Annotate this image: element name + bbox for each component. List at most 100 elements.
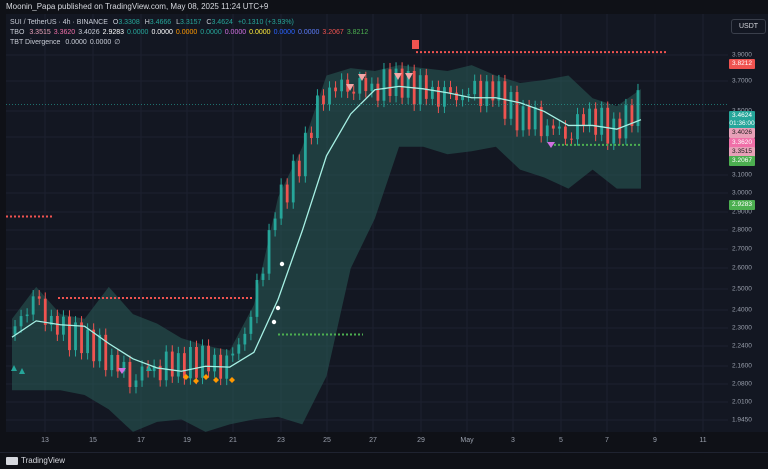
legend-symbol[interactable]: SUI / TetherUS · 4h · BINANCE: [10, 19, 108, 26]
tradingview-logo[interactable]: TradingView: [6, 456, 65, 466]
candle-body: [297, 160, 301, 177]
legend-tbt-row[interactable]: TBT Divergence 0.0000 0.0000 ∅: [10, 38, 123, 47]
candle-body: [303, 132, 307, 177]
y-tick-label: 2.5000: [732, 285, 752, 293]
y-tick-label: 3.1000: [732, 171, 752, 179]
candle-body: [128, 361, 132, 387]
price-tag: 3.2067: [729, 156, 755, 166]
y-tick-label: 2.4000: [732, 306, 752, 314]
buy-signal-marker: [146, 365, 152, 371]
tradingview-logo-icon: [6, 456, 18, 465]
legend-tbo-value: 3.2067: [322, 29, 344, 36]
legend-tbt-value: ∅: [114, 39, 121, 46]
candle-body: [213, 354, 217, 372]
candle-body: [255, 279, 259, 317]
legend-tbo-value: 0.0000: [127, 29, 149, 36]
legend-close: 3.4624: [211, 19, 233, 26]
legend-open-label: O: [112, 19, 119, 26]
candle-body: [176, 353, 180, 377]
candle-body: [68, 316, 71, 351]
sell-signal-marker: [394, 73, 402, 80]
dot-marker: [271, 319, 277, 325]
candle-body: [279, 184, 283, 219]
footer-brand: TradingView: [21, 456, 66, 465]
legend-tbo-value: 0.0000: [273, 29, 295, 36]
candle-body: [182, 353, 186, 379]
candle-body: [249, 316, 253, 334]
buy-signal-marker: [11, 365, 17, 371]
candle-body: [364, 78, 368, 92]
y-tick-label: 1.9450: [732, 416, 752, 424]
divergence-marker: [229, 377, 235, 383]
x-tick-label: 3: [511, 437, 515, 444]
candle-body: [557, 126, 561, 129]
x-tick-label: 17: [137, 437, 145, 444]
x-tick-label: 7: [605, 437, 609, 444]
candle-body: [630, 105, 634, 127]
candle-body: [563, 126, 567, 139]
candle-body: [285, 184, 289, 203]
legend-tbo-value: 0.0000: [175, 29, 198, 36]
candle-body: [164, 351, 168, 381]
legend-tbo-value: 3.3515: [29, 29, 51, 36]
candle-body: [400, 68, 404, 98]
legend-tbt-value: 0.0000: [65, 39, 87, 46]
candle-body: [334, 87, 337, 92]
candle-body: [515, 92, 519, 131]
candle-body: [134, 380, 138, 387]
candle-body: [485, 81, 489, 106]
x-tick-label: 23: [277, 437, 285, 444]
price-axis[interactable]: [728, 14, 768, 432]
legend-tbo-value: 0.0000: [200, 29, 222, 36]
y-tick-label: 2.3000: [732, 324, 752, 332]
candle-body: [588, 108, 591, 126]
candle-body: [539, 107, 543, 137]
candle-body: [19, 316, 23, 327]
candle-body: [473, 80, 477, 95]
candle-body: [636, 90, 640, 127]
legend-tbo-row[interactable]: TBO 3.3515 3.3620 3.4026 2.9283 0.0000 0.0000…: [10, 28, 371, 37]
candle-body: [25, 314, 29, 317]
candle-body: [110, 354, 114, 371]
candle-body: [237, 344, 241, 354]
sell-signal-marker: [405, 73, 413, 80]
candle-body: [316, 95, 319, 138]
candle-body: [158, 365, 162, 381]
candle-body: [382, 69, 386, 101]
candle-body: [195, 346, 198, 378]
legend-tbo-value: 3.4026: [78, 29, 100, 36]
candle-body: [170, 351, 174, 377]
candle-body: [231, 353, 235, 356]
candle-body: [455, 92, 458, 101]
x-tick-label: 15: [89, 437, 97, 444]
candle-body: [340, 79, 344, 92]
cloud-band: [12, 65, 641, 432]
top-signal-marker: [412, 40, 419, 49]
candle-body: [328, 87, 331, 105]
currency-button[interactable]: USDT: [731, 19, 766, 34]
candle-body: [376, 83, 380, 101]
candle-body: [624, 105, 628, 139]
x-tick-label: May: [460, 437, 474, 444]
legend-tbo-value: 0.0000: [151, 29, 173, 36]
candle-body: [612, 118, 616, 144]
x-tick-label: 29: [417, 437, 425, 444]
y-tick-label: 3.9000: [732, 51, 752, 59]
candle-body: [570, 138, 573, 140]
candle-body: [92, 329, 96, 362]
divergence-marker: [213, 377, 219, 383]
candle-body: [370, 83, 374, 92]
candle-body: [80, 322, 83, 354]
price-chart-svg[interactable]: [6, 14, 728, 432]
chart-pane[interactable]: [6, 14, 728, 432]
sell-signal-marker: [346, 84, 354, 91]
y-tick-label: 2.7000: [732, 245, 752, 253]
price-tag: 01:36:00: [729, 119, 755, 129]
candle-body: [267, 230, 271, 274]
price-tag: 2.9283: [729, 200, 755, 210]
candle-body: [594, 108, 598, 135]
candle-body: [201, 345, 204, 378]
candle-body: [545, 125, 549, 137]
y-tick-label: 2.1600: [732, 362, 752, 370]
candle-body: [521, 106, 525, 131]
